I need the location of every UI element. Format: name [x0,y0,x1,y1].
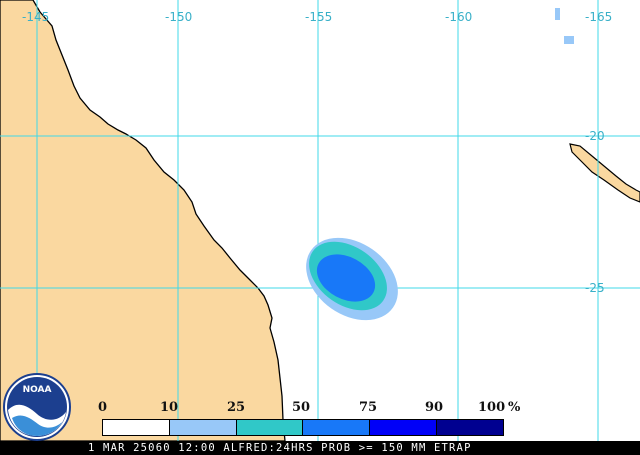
lon-label-160: -160 [445,10,473,24]
map-caption: 1 MAR 25060 12:00 ALFRED:24HRS PROB >= 1… [0,441,640,455]
lat-label-25: -25 [585,281,605,295]
legend-tick-90: 90 [425,400,444,415]
lon-label-165: -165 [585,10,613,24]
legend-swatch-10-25 [169,420,237,435]
legend-tick-50: 50 [292,400,311,415]
legend-unit: % [508,400,521,415]
legend-swatch-25-50 [236,420,304,435]
lat-label-20: -20 [585,129,605,143]
legend-tick-10: 10 [160,400,179,415]
land-australia [0,0,286,442]
lon-label-155: -155 [305,10,333,24]
legend-swatch-90-100 [437,420,503,435]
islets [555,8,574,44]
lon-label-150: -150 [165,10,193,24]
legend-tick-75: 75 [359,400,378,415]
legend: 0 10 25 50 75 90 100 % [98,400,528,440]
legend-swatch-75-90 [370,420,438,435]
lon-label-145: -145 [22,10,50,24]
logo-text: NOAA [23,385,52,395]
legend-swatch-0-10 [103,420,170,435]
legend-tick-100: 100 [478,400,506,415]
probability-contours [306,237,398,321]
noaa-logo-icon: NOAA [3,373,71,441]
legend-color-bar [102,419,504,436]
legend-swatch-50-75 [303,420,371,435]
legend-tick-0: 0 [98,400,108,415]
legend-tick-25: 25 [227,400,246,415]
